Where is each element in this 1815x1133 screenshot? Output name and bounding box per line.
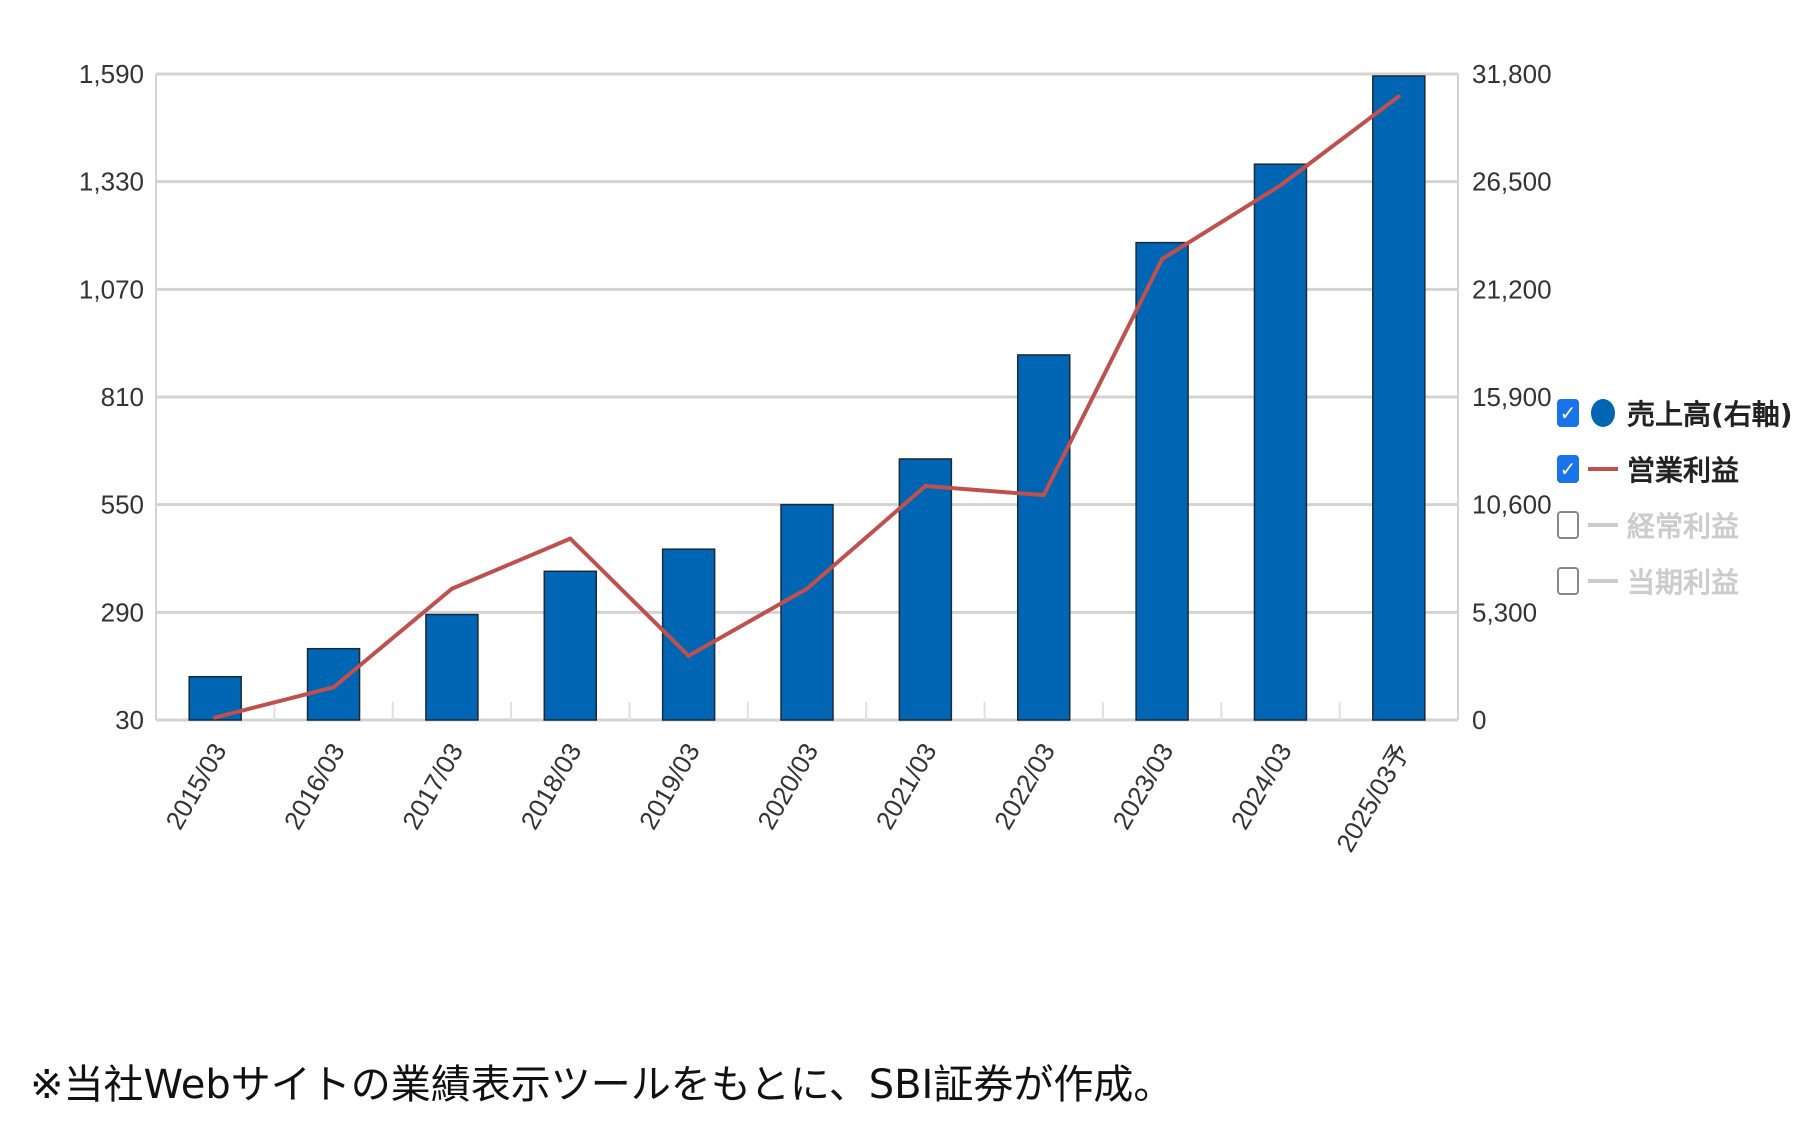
bar — [661, 548, 716, 721]
legend: ✓ 売上高(右軸) ✓ 営業利益 経常利益 当期利益 — [1557, 385, 1793, 609]
line-point — [449, 586, 454, 591]
right-tick-label: 21,200 — [1472, 274, 1552, 304]
legend-label: 営業利益 — [1627, 454, 1740, 487]
x-tick-label: 2020/03 — [751, 738, 824, 834]
bar — [543, 570, 598, 721]
legend-item-net-profit[interactable]: 当期利益 — [1557, 553, 1793, 609]
line-point — [1396, 94, 1401, 99]
right-tick-label: 0 — [1472, 705, 1486, 735]
x-tick-label: 2018/03 — [514, 738, 587, 834]
bar — [425, 613, 479, 721]
checkbox-checked-icon[interactable]: ✓ — [1557, 455, 1579, 483]
x-tick-label: 2022/03 — [988, 738, 1061, 834]
x-tick-label: 2024/03 — [1225, 738, 1298, 834]
x-tick-label: 2016/03 — [278, 738, 351, 834]
x-tick-label: 2017/03 — [396, 738, 469, 834]
left-tick-label: 550 — [101, 490, 144, 520]
bar — [306, 647, 361, 721]
line-point — [1041, 493, 1046, 498]
left-tick-label: 1,070 — [79, 274, 144, 304]
line-marker-icon — [1588, 579, 1618, 583]
line-point — [213, 715, 218, 720]
left-tick-label: 1,590 — [79, 59, 144, 89]
line-marker-icon — [1588, 523, 1618, 527]
checkbox-unchecked-icon[interactable] — [1557, 567, 1579, 595]
line-point — [568, 536, 573, 541]
right-tick-label: 5,300 — [1472, 597, 1537, 627]
legend-item-ordinary-profit[interactable]: 経常利益 — [1557, 497, 1793, 553]
right-tick-label: 10,600 — [1472, 490, 1552, 520]
bar — [1253, 163, 1308, 721]
left-tick-label: 1,330 — [79, 167, 144, 197]
bar — [1135, 241, 1189, 721]
x-tick-label: 2023/03 — [1106, 738, 1179, 834]
right-tick-label: 31,800 — [1472, 59, 1552, 89]
left-tick-label: 810 — [101, 382, 144, 412]
line-point — [1278, 183, 1283, 188]
line-point — [1160, 257, 1165, 262]
legend-label: 当期利益 — [1627, 566, 1740, 599]
right-tick-label: 15,900 — [1472, 382, 1552, 412]
x-tick-label: 2015/03 — [159, 738, 232, 834]
footnote: ※当社Webサイトの業績表示ツールをもとに、SBI証券が作成。 — [30, 1062, 1174, 1108]
bar — [780, 503, 834, 721]
legend-label: 経常利益 — [1627, 510, 1740, 543]
legend-item-operating-profit[interactable]: ✓ 営業利益 — [1557, 441, 1793, 497]
line-point — [686, 653, 691, 658]
x-tick-label: 2019/03 — [633, 738, 706, 834]
x-tick-label: 2021/03 — [870, 738, 943, 834]
bar — [898, 458, 953, 721]
checkbox-unchecked-icon[interactable] — [1557, 511, 1579, 539]
legend-label: 売上高(右軸) — [1627, 398, 1793, 431]
circle-marker-icon — [1591, 399, 1615, 427]
line-point — [805, 586, 809, 591]
left-tick-label: 30 — [115, 705, 144, 735]
line-marker-icon — [1588, 467, 1618, 471]
x-tick-label: 2025/03予 — [1330, 738, 1416, 857]
chart: 1,590 31,800 1,330 26,500 1,070 21,200 810 15,9… — [79, 59, 1552, 857]
bar — [1016, 354, 1071, 721]
line-point — [331, 685, 336, 690]
right-tick-label: 26,500 — [1472, 167, 1552, 197]
legend-item-sales[interactable]: ✓ 売上高(右軸) — [1557, 385, 1793, 441]
bar — [1372, 75, 1426, 721]
line-point — [923, 484, 928, 489]
checkbox-checked-icon[interactable]: ✓ — [1557, 399, 1579, 427]
left-tick-label: 290 — [101, 597, 144, 627]
